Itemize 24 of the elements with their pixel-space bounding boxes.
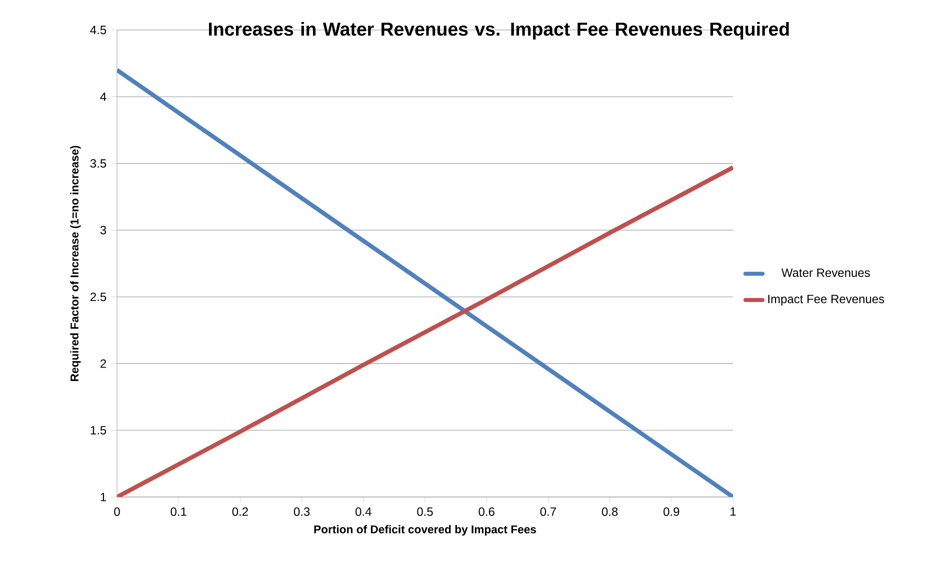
y-tick-label: 1.5 bbox=[90, 426, 106, 434]
x-axis-title: Portion of Deficit covered by Impact Fees bbox=[314, 525, 536, 536]
x-tick-label: 0.9 bbox=[664, 507, 680, 516]
legend-label: Impact Fee Revenues bbox=[768, 294, 884, 306]
y-tick-label: 1 bbox=[100, 492, 106, 502]
x-tick-label: 0.3 bbox=[294, 507, 310, 516]
y-axis-title: Required Factor of Increase (1=no increase) bbox=[70, 146, 81, 381]
x-tick-label: 0 bbox=[114, 507, 120, 516]
x-tick-label: 0.4 bbox=[356, 507, 372, 516]
y-tick-label: 2 bbox=[100, 359, 106, 368]
chart-title: Increases in Water Revenues vs. Impact Fee Revenues Required bbox=[209, 22, 789, 40]
x-tick-label: 0.6 bbox=[478, 507, 494, 516]
x-tick-label: 0.1 bbox=[170, 507, 186, 516]
x-tick-label: 0.7 bbox=[540, 507, 556, 516]
x-tick-label: 0.8 bbox=[602, 507, 618, 516]
x-tick-label: 0.2 bbox=[232, 507, 248, 516]
y-tick-label: 3 bbox=[100, 226, 106, 234]
y-tick-label: 4.5 bbox=[90, 26, 106, 34]
x-tick-label: 1 bbox=[730, 507, 736, 516]
x-tick-label: 0.5 bbox=[417, 507, 433, 516]
legend-label: Water Revenues bbox=[781, 268, 870, 277]
y-tick-label: 4 bbox=[100, 92, 106, 101]
y-tick-label: 2.5 bbox=[90, 292, 106, 302]
y-tick-label: 3.5 bbox=[90, 159, 106, 168]
